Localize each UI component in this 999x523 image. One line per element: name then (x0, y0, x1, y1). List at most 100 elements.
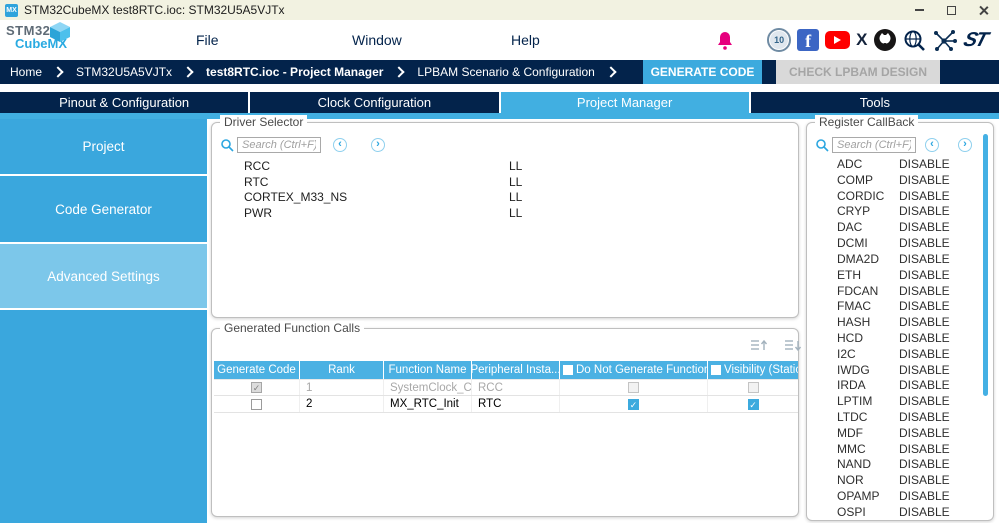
logo-text-cubemx: CubeMX (15, 36, 67, 51)
next-match-button[interactable]: › (958, 138, 972, 152)
node-graph-icon[interactable] (932, 28, 958, 52)
register-row[interactable]: ADC DISABLE (807, 157, 983, 173)
check-lpbam-design-button[interactable]: CHECK LPBAM DESIGN (776, 60, 940, 84)
app-icon: MX (5, 3, 18, 17)
register-row[interactable]: MMC DISABLE (807, 442, 983, 458)
register-row[interactable]: FDCAN DISABLE (807, 284, 983, 300)
youtube-icon[interactable] (825, 31, 851, 49)
close-button[interactable] (967, 0, 999, 20)
menu-item-help[interactable]: Help (511, 32, 540, 48)
x-icon[interactable] (856, 30, 867, 50)
checkbox[interactable] (747, 398, 759, 410)
github-icon[interactable] (873, 28, 897, 52)
register-row[interactable]: OSPI DISABLE (807, 505, 983, 521)
sidebar-item-advanced-settings[interactable]: Advanced Settings (0, 244, 207, 310)
header-checkbox[interactable] (563, 365, 573, 375)
maximize-button[interactable] (935, 0, 967, 20)
vertical-scrollbar-thumb[interactable] (983, 134, 988, 396)
register-callback-value: DISABLE (899, 220, 950, 235)
register-callback-value: DISABLE (899, 188, 950, 203)
checkbox[interactable] (628, 382, 639, 393)
register-callback-value: DISABLE (899, 378, 950, 393)
st-logo-icon[interactable] (961, 29, 993, 52)
gfc-header-label: Peripheral Insta... (472, 364, 560, 376)
breadcrumb-item-home[interactable]: Home (10, 65, 43, 79)
register-row[interactable]: IWDG DISABLE (807, 363, 983, 379)
checkbox[interactable] (251, 382, 262, 393)
register-row[interactable]: NOR DISABLE (807, 473, 983, 489)
gfc-header-rank[interactable]: Rank (300, 361, 384, 379)
gfc-header-function-name[interactable]: Function Name (384, 361, 472, 379)
register-row[interactable]: LTDC DISABLE (807, 410, 983, 426)
register-callback-value: DISABLE (899, 410, 950, 424)
tab-pinout-configuration[interactable]: Pinout & Configuration (0, 92, 249, 113)
checkbox[interactable] (747, 382, 759, 393)
register-row[interactable]: DMA2D DISABLE (807, 252, 983, 268)
driver-peripheral-name: RTC (244, 174, 269, 189)
facebook-icon[interactable] (797, 29, 820, 51)
checkbox[interactable] (628, 398, 639, 410)
generate-code-button[interactable]: GENERATE CODE (643, 60, 762, 84)
register-row[interactable]: NAND DISABLE (807, 457, 983, 473)
previous-match-button[interactable]: ‹ (333, 138, 347, 152)
register-row[interactable]: DCMI DISABLE (807, 236, 983, 252)
gfc-header-generate-code[interactable]: Generate Code (214, 361, 300, 379)
header-checkbox[interactable] (711, 365, 721, 375)
breadcrumb-item-lpbam-scenario-configuration[interactable]: LPBAM Scenario & Configuration (417, 65, 595, 79)
register-callback-value: DISABLE (899, 457, 950, 472)
gfc-row[interactable]: 2 MX_RTC_Init RTC (214, 396, 798, 413)
gfc-header-visibility-static[interactable]: Visibility (Static) (708, 361, 798, 379)
register-row[interactable]: HCD DISABLE (807, 331, 983, 347)
toolbar-icons: 10 (717, 25, 990, 55)
tab-tools[interactable]: Tools (750, 92, 999, 113)
stm32cubemx-logo: STM32 CubeMX (6, 22, 86, 57)
register-peripheral-name: FDCAN (837, 283, 879, 298)
menu-item-window[interactable]: Window (352, 32, 402, 48)
register-row[interactable]: HASH DISABLE (807, 315, 983, 331)
driver-row[interactable]: RTC LL (212, 175, 796, 191)
driver-row[interactable]: PWR LL (212, 206, 796, 222)
checkbox[interactable] (251, 398, 262, 410)
gfc-header-peripheral-insta[interactable]: Peripheral Insta... (472, 361, 560, 379)
search-globe-icon[interactable] (903, 29, 926, 52)
panel-title: Driver Selector (220, 115, 308, 129)
driver-type-value: LL (509, 190, 523, 205)
menu-item-file[interactable]: File (196, 32, 219, 48)
register-row[interactable]: ETH DISABLE (807, 268, 983, 284)
register-peripheral-name: IWDG (837, 362, 870, 377)
register-search-input[interactable] (832, 137, 916, 153)
register-peripheral-name: LPTIM (837, 394, 873, 409)
gfc-header-do-not-generate-function-ca[interactable]: Do Not Generate Function Ca (560, 361, 708, 379)
register-row[interactable]: MDF DISABLE (807, 426, 983, 442)
previous-match-button[interactable]: ‹ (925, 138, 939, 152)
register-row[interactable]: I2C DISABLE (807, 347, 983, 363)
move-row-down-button[interactable] (784, 339, 802, 352)
register-row[interactable]: CRYP DISABLE (807, 204, 983, 220)
next-match-button[interactable]: › (371, 138, 385, 152)
sidebar-item-code-generator[interactable]: Code Generator (0, 176, 207, 244)
register-peripheral-name: NAND (837, 457, 872, 472)
notification-bell-icon[interactable] (717, 31, 733, 50)
breadcrumb-item-stm32u5a5vjtx[interactable]: STM32U5A5VJTx (76, 65, 173, 79)
register-peripheral-name: COMP (837, 172, 873, 187)
driver-search-input[interactable] (237, 137, 321, 153)
breadcrumb-item-test8rtc-ioc-project-manager[interactable]: test8RTC.ioc - Project Manager (206, 65, 384, 79)
tab-project-manager[interactable]: Project Manager (500, 92, 749, 113)
minimize-button[interactable] (903, 0, 935, 20)
anniversary-badge-icon[interactable]: 10 (767, 28, 792, 52)
register-row[interactable]: COMP DISABLE (807, 173, 983, 189)
register-row[interactable]: IRDA DISABLE (807, 378, 983, 394)
register-row[interactable]: OPAMP DISABLE (807, 489, 983, 505)
move-row-up-button[interactable] (750, 339, 768, 352)
panel-title: Register CallBack (815, 115, 919, 129)
tab-clock-configuration[interactable]: Clock Configuration (250, 92, 499, 113)
gfc-table-header: Generate Code Rank Function Name Peripheral… (214, 361, 798, 379)
driver-row[interactable]: CORTEX_M33_NS LL (212, 190, 796, 206)
register-row[interactable]: CORDIC DISABLE (807, 189, 983, 205)
sidebar-item-project[interactable]: Project (0, 119, 207, 176)
register-row[interactable]: FMAC DISABLE (807, 299, 983, 315)
register-row[interactable]: LPTIM DISABLE (807, 394, 983, 410)
driver-row[interactable]: RCC LL (212, 159, 796, 175)
register-row[interactable]: DAC DISABLE (807, 220, 983, 236)
